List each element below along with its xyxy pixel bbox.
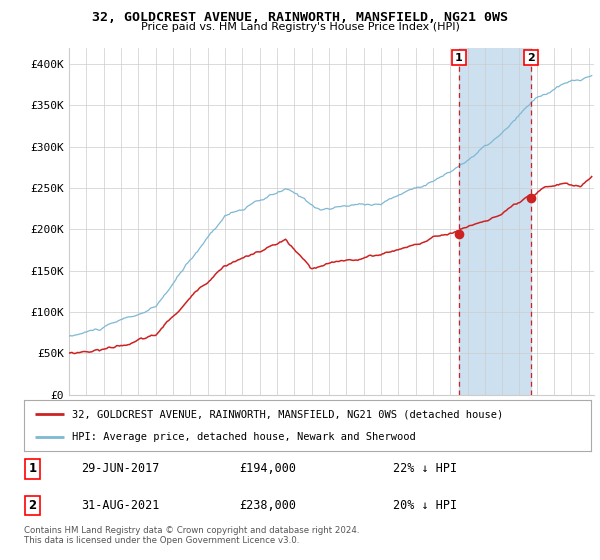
Text: 1: 1 (455, 53, 463, 63)
Text: 31-AUG-2021: 31-AUG-2021 (80, 499, 159, 512)
Text: 22% ↓ HPI: 22% ↓ HPI (392, 463, 457, 475)
Text: £238,000: £238,000 (239, 499, 296, 512)
Text: HPI: Average price, detached house, Newark and Sherwood: HPI: Average price, detached house, Newa… (72, 432, 416, 442)
Text: 20% ↓ HPI: 20% ↓ HPI (392, 499, 457, 512)
Text: Contains HM Land Registry data © Crown copyright and database right 2024.: Contains HM Land Registry data © Crown c… (24, 526, 359, 535)
Text: £194,000: £194,000 (239, 463, 296, 475)
Bar (459, 48, 531, 395)
Text: 1: 1 (28, 463, 37, 475)
Text: 2: 2 (527, 53, 535, 63)
Text: 2: 2 (28, 499, 37, 512)
Text: 29-JUN-2017: 29-JUN-2017 (80, 463, 159, 475)
Text: 32, GOLDCREST AVENUE, RAINWORTH, MANSFIELD, NG21 0WS (detached house): 32, GOLDCREST AVENUE, RAINWORTH, MANSFIE… (72, 409, 503, 419)
Text: 32, GOLDCREST AVENUE, RAINWORTH, MANSFIELD, NG21 0WS: 32, GOLDCREST AVENUE, RAINWORTH, MANSFIE… (92, 11, 508, 24)
Text: This data is licensed under the Open Government Licence v3.0.: This data is licensed under the Open Gov… (24, 536, 299, 545)
Text: Price paid vs. HM Land Registry's House Price Index (HPI): Price paid vs. HM Land Registry's House … (140, 22, 460, 32)
